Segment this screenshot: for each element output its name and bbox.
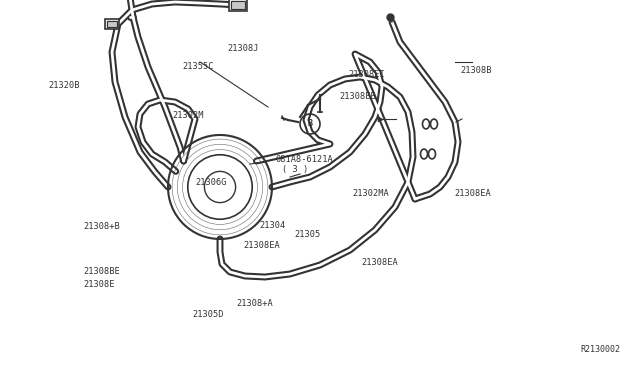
Text: 21308+A: 21308+A	[237, 299, 273, 308]
Text: 21306G: 21306G	[195, 178, 227, 187]
FancyBboxPatch shape	[229, 0, 247, 11]
Text: ( 3 ): ( 3 )	[282, 165, 308, 174]
FancyBboxPatch shape	[105, 19, 119, 29]
Text: R2130002: R2130002	[580, 345, 620, 354]
Text: 21308B: 21308B	[461, 66, 492, 75]
Text: 21305D: 21305D	[192, 310, 223, 319]
FancyBboxPatch shape	[231, 1, 245, 9]
Text: 21308EI: 21308EI	[349, 70, 385, 79]
Text: 21308E: 21308E	[83, 280, 115, 289]
Text: 21304: 21304	[259, 221, 285, 230]
Text: 21308EA: 21308EA	[243, 241, 280, 250]
Text: 21302MA: 21302MA	[352, 189, 388, 198]
Text: 21308J: 21308J	[227, 44, 259, 53]
Text: 21308+B: 21308+B	[83, 222, 120, 231]
Text: 21308BE: 21308BE	[83, 267, 120, 276]
Text: B: B	[307, 119, 312, 128]
Text: 21320B: 21320B	[48, 81, 79, 90]
Text: 21308EB: 21308EB	[339, 92, 376, 101]
Text: 21308EA: 21308EA	[454, 189, 491, 198]
Text: 21355C: 21355C	[182, 62, 214, 71]
Text: 21308EA: 21308EA	[362, 258, 398, 267]
Text: 21302M: 21302M	[173, 111, 204, 120]
FancyBboxPatch shape	[107, 21, 117, 27]
Text: 21305: 21305	[294, 230, 321, 239]
Text: 081A8-6121A: 081A8-6121A	[275, 155, 333, 164]
